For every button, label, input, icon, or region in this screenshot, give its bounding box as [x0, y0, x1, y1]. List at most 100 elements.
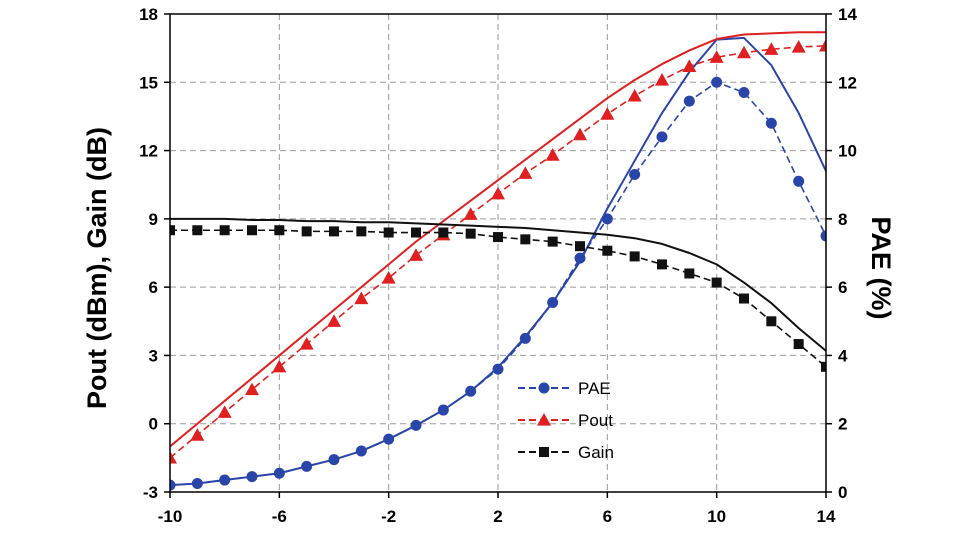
- series-pae-point: [820, 230, 826, 242]
- y-tick-label: 9: [149, 210, 158, 229]
- series-pae-point: [410, 419, 422, 431]
- series-pout-point: [354, 291, 369, 305]
- series-gain-point: [219, 225, 230, 236]
- series-gain-point: [602, 245, 613, 256]
- series-gain: [170, 217, 826, 372]
- legend-marker: [537, 413, 551, 426]
- series-gain-point: [657, 259, 667, 270]
- series-gain-point: [274, 225, 285, 236]
- y2-tick-label: 6: [838, 278, 847, 297]
- y2-axis-title: PAE (%): [866, 216, 896, 319]
- series-pae-point: [519, 332, 531, 344]
- series-pae-point: [301, 460, 313, 472]
- legend-item-pae: PAE: [518, 379, 611, 398]
- series-pout-point: [245, 382, 259, 396]
- series-gain-point: [711, 277, 722, 288]
- x-tick-label: -2: [381, 507, 396, 526]
- y2-tick-label: 12: [838, 73, 857, 92]
- series-pae-point: [328, 454, 340, 466]
- series-pae-point: [601, 213, 613, 225]
- x-tick-label: 14: [817, 507, 836, 526]
- series-gain-point: [301, 226, 312, 237]
- y-tick-label: 3: [149, 346, 158, 365]
- series-pae-point: [437, 404, 449, 416]
- series-pout-model-line: [170, 31, 826, 448]
- series-gain-point: [170, 225, 175, 236]
- y-tick-label: -3: [143, 483, 158, 502]
- x-tick-label: 10: [707, 507, 726, 526]
- series-pae-point: [246, 471, 258, 483]
- series-pout-point: [545, 148, 560, 161]
- y-axis-title: Pout (dBm), Gain (dB): [82, 127, 112, 409]
- series-pout-point: [409, 248, 423, 261]
- series-pae-point: [465, 385, 477, 397]
- series-pout-point: [627, 88, 642, 102]
- series-pout-point: [463, 207, 478, 220]
- y2-tick-label: 0: [838, 483, 847, 502]
- series-pout-point: [381, 271, 396, 284]
- series-gain-point: [411, 227, 421, 238]
- series-pae-point: [765, 117, 777, 129]
- series-pae-point: [170, 479, 176, 491]
- legend-label: PAE: [578, 379, 611, 398]
- y2-tick-label: 2: [838, 415, 847, 434]
- series-gain-point: [356, 226, 367, 237]
- y2-tick-label: 8: [838, 210, 847, 229]
- series-gain-model-line: [170, 217, 826, 352]
- legend-marker: [539, 447, 549, 457]
- series-pout-point: [170, 450, 177, 464]
- series-gain-point: [520, 234, 531, 245]
- series-gain-point: [629, 251, 640, 262]
- series-pout-point: [682, 59, 697, 72]
- series-pout-point: [600, 107, 615, 120]
- series-pae-point: [492, 363, 504, 375]
- y2-tick-label: 4: [838, 346, 848, 365]
- series-pae-point: [574, 252, 586, 264]
- series-pout-point: [709, 50, 724, 63]
- series-pout: [170, 31, 826, 464]
- series-pout-point: [518, 166, 533, 179]
- series-pae-point: [191, 477, 203, 489]
- series-pae-point: [383, 433, 395, 445]
- series-pout-point: [491, 186, 505, 200]
- x-tick-label: -10: [158, 507, 183, 526]
- x-tick-label: 2: [493, 507, 502, 526]
- series-pout-point: [573, 127, 587, 141]
- series-pae-point: [355, 445, 367, 457]
- legend-item-pout: Pout: [518, 411, 613, 430]
- series-layer: [170, 31, 826, 491]
- series-gain-point: [575, 241, 585, 252]
- series-pae-point: [793, 175, 805, 187]
- series-pae-point: [219, 474, 231, 486]
- series-pout-point: [272, 359, 287, 373]
- series-gain-point: [684, 268, 695, 279]
- y-tick-label: 15: [139, 73, 158, 92]
- y-tick-label: 18: [139, 5, 158, 24]
- legend-marker: [538, 382, 550, 394]
- y2-tick-label: 10: [838, 142, 857, 161]
- series-gain-point: [547, 236, 558, 247]
- series-gain-point: [821, 361, 826, 372]
- series-gain-point: [465, 228, 476, 239]
- y-tick-label: 6: [149, 278, 158, 297]
- series-pout-point: [764, 42, 779, 55]
- legend-label: Pout: [578, 411, 613, 430]
- series-pae-point: [629, 168, 641, 180]
- series-pout-point: [327, 314, 341, 327]
- series-pae-point: [547, 297, 559, 309]
- ticks: -10 -6 -2 2 6 10 14 -3 0 3 6 9 12 15 18 0 2 4 6 8 10 12 14: [139, 5, 857, 526]
- series-pae-point: [656, 131, 668, 143]
- series-pae-point: [683, 95, 695, 107]
- series-gain-point: [766, 316, 777, 327]
- series-pae-point: [711, 76, 723, 88]
- series-pout-point: [655, 73, 669, 86]
- legend: PAE Pout Gain: [518, 379, 614, 462]
- series-gain-point: [493, 232, 503, 243]
- series-gain-point: [383, 227, 394, 238]
- series-pout-point: [791, 40, 806, 53]
- series-gain-point: [329, 226, 339, 237]
- y2-tick-label: 14: [838, 5, 857, 24]
- series-pae-point: [273, 467, 285, 479]
- series-pout-point: [819, 38, 826, 52]
